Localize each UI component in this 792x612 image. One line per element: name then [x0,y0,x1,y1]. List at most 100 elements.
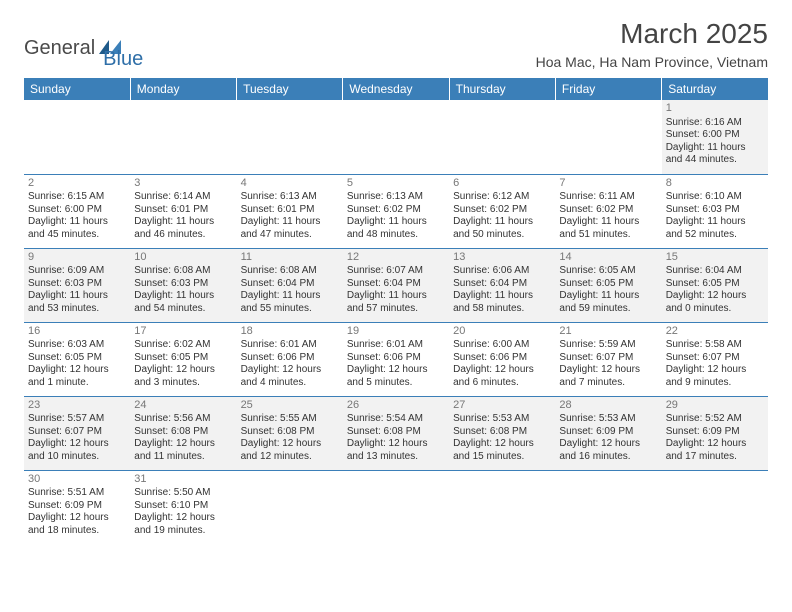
day-sunrise: Sunrise: 6:14 AM [134,191,232,204]
day-sunrise: Sunrise: 5:53 AM [453,413,551,426]
day-daylight: Daylight: 12 hours and 18 minutes. [28,512,126,537]
calendar-day-cell [555,100,661,174]
day-daylight: Daylight: 11 hours and 50 minutes. [453,216,551,241]
day-sunset: Sunset: 6:09 PM [666,426,764,439]
page-subtitle: Hoa Mac, Ha Nam Province, Vietnam [536,54,768,70]
calendar-day-cell: 9Sunrise: 6:09 AMSunset: 6:03 PMDaylight… [24,248,130,322]
calendar-day-cell: 6Sunrise: 6:12 AMSunset: 6:02 PMDaylight… [449,174,555,248]
day-daylight: Daylight: 11 hours and 51 minutes. [559,216,657,241]
day-number: 4 [241,177,339,191]
day-sunrise: Sunrise: 6:16 AM [666,117,764,130]
day-header: Wednesday [343,78,449,100]
day-number: 3 [134,177,232,191]
day-sunset: Sunset: 6:04 PM [453,278,551,291]
day-sunrise: Sunrise: 5:53 AM [559,413,657,426]
day-header: Thursday [449,78,555,100]
calendar-table: SundayMondayTuesdayWednesdayThursdayFrid… [24,78,768,544]
calendar-day-cell [449,470,555,544]
day-sunrise: Sunrise: 5:57 AM [28,413,126,426]
page-title: March 2025 [536,18,768,50]
day-sunrise: Sunrise: 6:15 AM [28,191,126,204]
calendar-day-cell: 27Sunrise: 5:53 AMSunset: 6:08 PMDayligh… [449,396,555,470]
day-daylight: Daylight: 11 hours and 48 minutes. [347,216,445,241]
day-daylight: Daylight: 12 hours and 4 minutes. [241,364,339,389]
calendar-day-cell [343,100,449,174]
calendar-day-cell: 25Sunrise: 5:55 AMSunset: 6:08 PMDayligh… [237,396,343,470]
day-sunset: Sunset: 6:08 PM [134,426,232,439]
day-sunset: Sunset: 6:02 PM [347,204,445,217]
day-number: 17 [134,325,232,339]
day-number: 19 [347,325,445,339]
day-daylight: Daylight: 11 hours and 59 minutes. [559,290,657,315]
day-number: 27 [453,399,551,413]
day-sunset: Sunset: 6:07 PM [28,426,126,439]
day-number: 26 [347,399,445,413]
calendar-day-cell: 28Sunrise: 5:53 AMSunset: 6:09 PMDayligh… [555,396,661,470]
day-sunrise: Sunrise: 5:56 AM [134,413,232,426]
day-daylight: Daylight: 11 hours and 55 minutes. [241,290,339,315]
day-sunset: Sunset: 6:09 PM [559,426,657,439]
calendar-week-row: 9Sunrise: 6:09 AMSunset: 6:03 PMDaylight… [24,248,768,322]
day-number: 2 [28,177,126,191]
calendar-day-cell: 4Sunrise: 6:13 AMSunset: 6:01 PMDaylight… [237,174,343,248]
calendar-day-cell: 30Sunrise: 5:51 AMSunset: 6:09 PMDayligh… [24,470,130,544]
day-sunset: Sunset: 6:07 PM [666,352,764,365]
day-daylight: Daylight: 11 hours and 54 minutes. [134,290,232,315]
day-daylight: Daylight: 11 hours and 44 minutes. [666,142,764,167]
calendar-week-row: 23Sunrise: 5:57 AMSunset: 6:07 PMDayligh… [24,396,768,470]
day-number: 15 [666,251,764,265]
day-daylight: Daylight: 12 hours and 13 minutes. [347,438,445,463]
day-sunrise: Sunrise: 6:07 AM [347,265,445,278]
day-sunrise: Sunrise: 6:13 AM [241,191,339,204]
day-sunset: Sunset: 6:09 PM [28,500,126,513]
day-number: 16 [28,325,126,339]
day-sunset: Sunset: 6:05 PM [666,278,764,291]
day-number: 21 [559,325,657,339]
day-sunset: Sunset: 6:03 PM [666,204,764,217]
calendar-day-cell: 12Sunrise: 6:07 AMSunset: 6:04 PMDayligh… [343,248,449,322]
day-sunset: Sunset: 6:08 PM [453,426,551,439]
day-number: 7 [559,177,657,191]
day-number: 25 [241,399,339,413]
day-sunset: Sunset: 6:04 PM [347,278,445,291]
calendar-day-cell: 20Sunrise: 6:00 AMSunset: 6:06 PMDayligh… [449,322,555,396]
day-sunset: Sunset: 6:06 PM [241,352,339,365]
calendar-week-row: 16Sunrise: 6:03 AMSunset: 6:05 PMDayligh… [24,322,768,396]
day-sunset: Sunset: 6:05 PM [134,352,232,365]
calendar-day-cell: 3Sunrise: 6:14 AMSunset: 6:01 PMDaylight… [130,174,236,248]
day-sunset: Sunset: 6:03 PM [134,278,232,291]
day-number: 29 [666,399,764,413]
day-sunrise: Sunrise: 6:00 AM [453,339,551,352]
day-header: Friday [555,78,661,100]
calendar-day-cell: 26Sunrise: 5:54 AMSunset: 6:08 PMDayligh… [343,396,449,470]
day-number: 11 [241,251,339,265]
calendar-day-cell: 15Sunrise: 6:04 AMSunset: 6:05 PMDayligh… [662,248,768,322]
calendar-day-cell: 1Sunrise: 6:16 AMSunset: 6:00 PMDaylight… [662,100,768,174]
calendar-day-cell: 11Sunrise: 6:08 AMSunset: 6:04 PMDayligh… [237,248,343,322]
day-sunset: Sunset: 6:08 PM [347,426,445,439]
day-daylight: Daylight: 12 hours and 10 minutes. [28,438,126,463]
day-header: Sunday [24,78,130,100]
calendar-day-cell [555,470,661,544]
day-number: 20 [453,325,551,339]
calendar-day-cell: 31Sunrise: 5:50 AMSunset: 6:10 PMDayligh… [130,470,236,544]
day-daylight: Daylight: 12 hours and 3 minutes. [134,364,232,389]
day-sunset: Sunset: 6:05 PM [559,278,657,291]
calendar-day-cell: 8Sunrise: 6:10 AMSunset: 6:03 PMDaylight… [662,174,768,248]
day-daylight: Daylight: 12 hours and 9 minutes. [666,364,764,389]
day-sunrise: Sunrise: 5:51 AM [28,487,126,500]
day-sunrise: Sunrise: 6:09 AM [28,265,126,278]
day-number: 18 [241,325,339,339]
calendar-day-cell: 19Sunrise: 6:01 AMSunset: 6:06 PMDayligh… [343,322,449,396]
day-header: Saturday [662,78,768,100]
calendar-day-cell: 10Sunrise: 6:08 AMSunset: 6:03 PMDayligh… [130,248,236,322]
logo: General Blue [24,26,143,71]
day-sunset: Sunset: 6:06 PM [453,352,551,365]
day-number: 9 [28,251,126,265]
day-sunrise: Sunrise: 6:02 AM [134,339,232,352]
calendar-week-row: 2Sunrise: 6:15 AMSunset: 6:00 PMDaylight… [24,174,768,248]
day-sunset: Sunset: 6:05 PM [28,352,126,365]
day-sunrise: Sunrise: 6:08 AM [134,265,232,278]
day-daylight: Daylight: 12 hours and 15 minutes. [453,438,551,463]
day-sunset: Sunset: 6:07 PM [559,352,657,365]
